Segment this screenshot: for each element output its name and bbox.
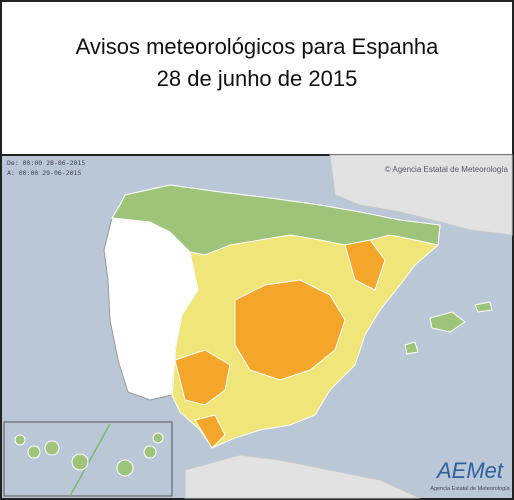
south-warning bbox=[194, 414, 226, 449]
subtitle: 28 de junho de 2015 bbox=[157, 66, 358, 91]
title: Avisos meteorológicos para Espanha bbox=[76, 34, 440, 59]
logo-name: AEMet bbox=[435, 458, 504, 483]
island bbox=[44, 440, 60, 456]
credit: © Agencia Estatal de Meteorología bbox=[385, 165, 509, 174]
valid-from: De: 00:00 28-06-2015 bbox=[7, 159, 85, 167]
island bbox=[14, 434, 26, 446]
east-warning bbox=[344, 239, 386, 291]
island bbox=[116, 459, 134, 477]
west-warning bbox=[174, 349, 231, 406]
valid-to: A: 00:00 29-06-2015 bbox=[7, 169, 81, 177]
island bbox=[143, 445, 157, 459]
island bbox=[27, 445, 41, 459]
inset-line bbox=[69, 423, 111, 497]
africa bbox=[184, 454, 421, 499]
ibiza bbox=[404, 341, 419, 355]
island bbox=[152, 432, 164, 444]
mallorca bbox=[429, 311, 466, 333]
logo-caption: Agencia Estatal de Meteorología bbox=[430, 486, 510, 492]
canary-inset bbox=[3, 421, 173, 497]
central-warning bbox=[234, 279, 346, 381]
island bbox=[71, 453, 89, 471]
map: De: 00:00 28-06-2015 A: 00:00 29-06-2015… bbox=[2, 154, 513, 499]
france bbox=[329, 154, 513, 236]
menorca bbox=[474, 301, 493, 313]
canary-islands bbox=[14, 432, 164, 477]
